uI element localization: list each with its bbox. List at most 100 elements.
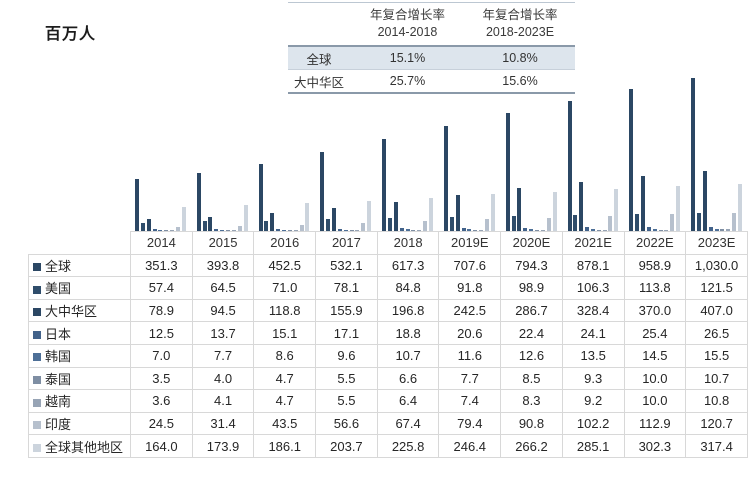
table-cell: 120.7: [685, 411, 748, 436]
bar: [697, 213, 702, 231]
growth-row-label: 大中华区: [293, 75, 344, 90]
bar: [585, 227, 590, 231]
legend-swatch-icon: [33, 285, 41, 294]
bar: [258, 163, 263, 231]
bar: [646, 227, 651, 231]
bar: [523, 227, 528, 231]
legend-swatch-icon: [33, 308, 41, 317]
row-label: 美国: [45, 281, 72, 297]
bar-chart: [130, 76, 748, 231]
bar: [281, 229, 286, 231]
table-cell: 22.4: [500, 321, 563, 345]
table-cell: 14.5: [623, 343, 687, 368]
legend-swatch-icon: [33, 353, 41, 362]
table-cell: 10.7: [376, 343, 440, 368]
table-cell: 8.5: [500, 366, 563, 391]
bar: [337, 228, 342, 231]
bar: [535, 229, 539, 231]
table-cell: 4.0: [191, 366, 255, 391]
bar: [264, 220, 269, 231]
bar: [270, 213, 275, 231]
legend-swatch-icon: [33, 262, 41, 271]
table-cell: 25.4: [623, 321, 687, 345]
growth-header-cagr-2014-2018: 年复合增长率 2014-2018: [369, 8, 445, 39]
bar: [652, 228, 657, 231]
bar: [243, 205, 248, 231]
bar: [423, 221, 428, 231]
bar: [676, 186, 681, 231]
year-header: 2014: [130, 231, 193, 255]
table-cell: 285.1: [561, 434, 625, 458]
bar: [428, 197, 433, 231]
table-cell: 302.3: [623, 434, 687, 458]
bar: [579, 182, 584, 231]
bar: [135, 178, 139, 231]
table-cell: 102.2: [561, 411, 625, 436]
bar: [388, 218, 393, 231]
bar: [552, 191, 557, 231]
growth-table: 年复合增长率 2014-2018 年复合增长率 2018-2023E 全球 15…: [288, 2, 575, 94]
bar: [220, 229, 225, 231]
bar: [461, 227, 466, 231]
legend-swatch-icon: [33, 398, 41, 407]
data-table-grid: 2014 2015 2016 2017 2018 2019E 2020E 2021E 2022E…: [28, 231, 748, 458]
table-cell: 84.8: [376, 276, 440, 300]
table-cell: 79.4: [438, 411, 502, 436]
bar: [702, 170, 707, 231]
bar: [399, 228, 404, 231]
table-cell: 5.5: [315, 389, 378, 413]
table-cell: 6.4: [376, 389, 440, 413]
bar: [237, 226, 242, 231]
table-cell: 242.5: [438, 298, 502, 323]
table-cell: 18.8: [376, 321, 440, 345]
table-cell: 106.3: [561, 276, 625, 300]
table-cell: 8.3: [500, 389, 563, 413]
table-cell: 71.0: [253, 276, 317, 300]
bar: [411, 230, 416, 231]
bar: [214, 229, 219, 231]
growth-row-global: 全球 15.1% 10.8%: [288, 47, 575, 70]
table-cell: 121.5: [685, 276, 748, 300]
table-cell: 4.7: [253, 389, 317, 413]
table-cell: 3.5: [130, 366, 193, 391]
bar: [670, 214, 675, 231]
table-cell: 67.4: [376, 411, 440, 436]
year-header-row: 2014 2015 2016 2017 2018 2019E 2020E 2021E 2022E…: [29, 231, 748, 255]
year-header: 2022E: [623, 231, 687, 255]
bar: [276, 228, 281, 231]
bar: [305, 203, 310, 231]
bar: [443, 125, 448, 231]
year-header: 2016: [253, 231, 317, 255]
table-cell: 794.3: [500, 253, 563, 278]
row-label-cell: 美国: [28, 276, 131, 300]
table-row: 全球其他地区 164.0 173.9 186.1 203.7 225.8 246.4 266.…: [28, 434, 748, 458]
bar: [293, 230, 298, 231]
table-cell: 8.6: [253, 343, 317, 368]
growth-value: 25.7%: [389, 74, 426, 88]
bar: [202, 221, 207, 231]
table-cell: 164.0: [130, 434, 193, 458]
bar-group-2017: [315, 76, 377, 231]
table-cell: 317.4: [685, 434, 748, 458]
legend-swatch-icon: [33, 421, 41, 430]
row-label: 越南: [45, 394, 72, 410]
table-cell: 10.8: [685, 389, 748, 413]
bar: [355, 230, 360, 231]
table-cell: 91.8: [438, 276, 502, 300]
bar-group-2021E: [563, 76, 625, 231]
bar: [641, 176, 646, 231]
row-label: 全球: [45, 258, 72, 274]
bar: [164, 230, 169, 231]
table-cell: 4.1: [191, 389, 255, 413]
table-cell: 13.5: [561, 343, 625, 368]
table-row: 美国 57.4 64.5 71.0 78.1 84.8 91.8 98.9 106.3 113.8…: [28, 276, 748, 300]
table-cell: 532.1: [315, 253, 378, 278]
bar-group-2015: [192, 76, 254, 231]
bar: [170, 230, 175, 231]
growth-value: 15.6%: [502, 74, 538, 88]
table-cell: 707.6: [438, 253, 502, 278]
bar: [226, 230, 231, 231]
table-cell: 958.9: [623, 253, 687, 278]
bar: [602, 229, 607, 231]
